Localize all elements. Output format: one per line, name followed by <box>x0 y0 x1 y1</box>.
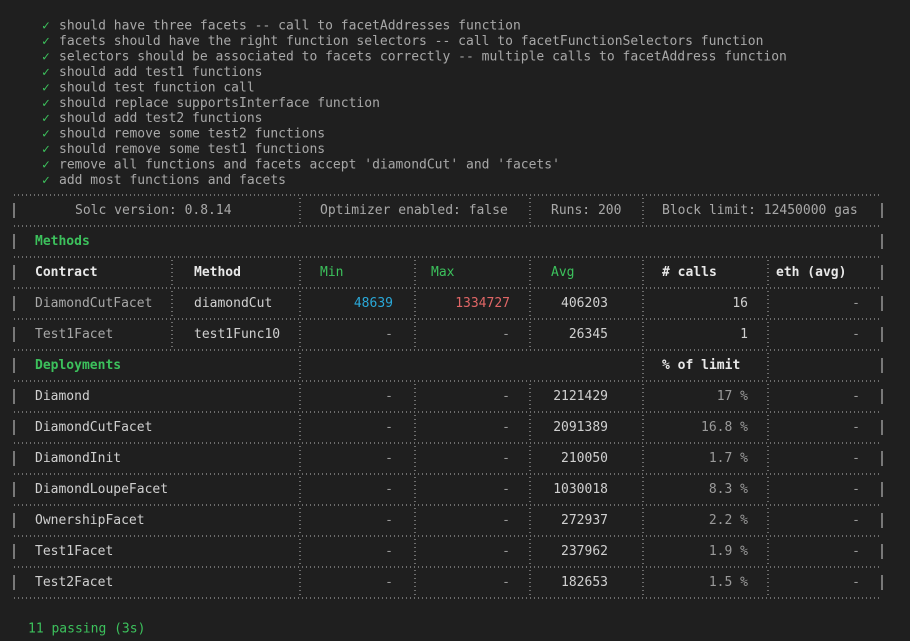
method-cell: 1 <box>740 327 748 342</box>
test-name: should have three facets -- call to face… <box>59 19 521 34</box>
deployment-cell: 16.8 % <box>701 420 748 435</box>
method-cell: 16 <box>732 296 748 311</box>
header-cell: Optimizer enabled: false <box>320 203 508 218</box>
deployment-cell: - <box>385 420 393 435</box>
test-name: should remove some test2 functions <box>59 127 325 142</box>
deployment-cell: - <box>502 482 510 497</box>
test-name: remove all functions and facets accept '… <box>59 158 560 173</box>
check-mark: ✓ <box>42 158 50 173</box>
deployment-cell: 272937 <box>561 513 608 528</box>
deployment-cell: 2121429 <box>553 389 608 404</box>
method-cell: 26345 <box>569 327 608 342</box>
check-mark: ✓ <box>42 173 50 188</box>
deployment-cell: OwnershipFacet <box>35 513 145 528</box>
test-name: should add test1 functions <box>59 65 263 80</box>
method-cell: - <box>852 296 860 311</box>
deployment-cell: 17 % <box>717 389 748 404</box>
deployment-cell: - <box>502 575 510 590</box>
deployment-cell: - <box>385 451 393 466</box>
check-mark: ✓ <box>42 127 50 142</box>
deployment-cell: 2.2 % <box>709 513 748 528</box>
method-cell: diamondCut <box>194 296 272 311</box>
deployment-cell: - <box>502 420 510 435</box>
deployment-cell: 1.9 % <box>709 544 748 559</box>
deployment-cell: 2091389 <box>553 420 608 435</box>
deployment-cell: - <box>852 513 860 528</box>
column-header: % of limit <box>662 358 740 373</box>
method-cell: - <box>502 327 510 342</box>
column-header: Min <box>320 265 343 280</box>
deployment-cell: 210050 <box>561 451 608 466</box>
check-mark: ✓ <box>42 19 50 34</box>
method-cell: 48639 <box>354 296 393 311</box>
deployment-cell: Test2Facet <box>35 575 113 590</box>
deployment-cell: - <box>852 420 860 435</box>
test-name: add most functions and facets <box>59 173 286 188</box>
deployment-cell: 1.7 % <box>709 451 748 466</box>
method-cell: test1Func10 <box>194 327 280 342</box>
deployment-cell: - <box>852 451 860 466</box>
method-cell: DiamondCutFacet <box>35 296 152 311</box>
deployment-cell: 1030018 <box>553 482 608 497</box>
deployment-cell: - <box>385 513 393 528</box>
deployment-cell: - <box>852 482 860 497</box>
test-name: selectors should be associated to facets… <box>59 49 787 64</box>
section-title: Deployments <box>35 358 121 373</box>
column-header: eth (avg) <box>776 265 846 280</box>
deployment-cell: Diamond <box>35 389 90 404</box>
check-mark: ✓ <box>42 142 50 157</box>
deployment-cell: 182653 <box>561 575 608 590</box>
test-name: facets should have the right function se… <box>59 34 763 49</box>
check-mark: ✓ <box>42 96 50 111</box>
deployment-cell: - <box>385 575 393 590</box>
deployment-cell: - <box>385 389 393 404</box>
check-mark: ✓ <box>42 34 50 49</box>
deployment-cell: 8.3 % <box>709 482 748 497</box>
check-mark: ✓ <box>42 80 50 95</box>
test-summary: 11 passing (3s) <box>28 622 145 637</box>
deployment-cell: 237962 <box>561 544 608 559</box>
check-mark: ✓ <box>42 49 50 64</box>
deployment-cell: DiamondLoupeFacet <box>35 482 168 497</box>
check-mark: ✓ <box>42 65 50 80</box>
test-name: should test function call <box>59 80 255 95</box>
method-cell: 406203 <box>561 296 608 311</box>
test-name: should replace supportsInterface functio… <box>59 96 380 111</box>
method-cell: 1334727 <box>455 296 510 311</box>
deployment-cell: - <box>385 544 393 559</box>
column-header: Max <box>431 265 455 280</box>
header-cell: Runs: 200 <box>551 203 621 218</box>
deployment-cell: - <box>385 482 393 497</box>
check-mark: ✓ <box>42 111 50 126</box>
deployment-cell: - <box>502 451 510 466</box>
deployment-cell: - <box>502 544 510 559</box>
deployment-cell: Test1Facet <box>35 544 113 559</box>
header-cell: Block limit: 12450000 gas <box>662 203 858 218</box>
deployment-cell: - <box>852 544 860 559</box>
deployment-cell: - <box>852 575 860 590</box>
deployment-cell: DiamondInit <box>35 451 121 466</box>
deployment-cell: - <box>502 389 510 404</box>
deployment-cell: - <box>852 389 860 404</box>
test-name: should add test2 functions <box>59 111 263 126</box>
deployment-cell: DiamondCutFacet <box>35 420 152 435</box>
method-cell: - <box>385 327 393 342</box>
header-cell: Solc version: 0.8.14 <box>75 203 232 218</box>
section-title: Methods <box>35 234 90 249</box>
method-cell: - <box>852 327 860 342</box>
test-name: should remove some test1 functions <box>59 142 325 157</box>
column-header: Method <box>194 265 241 280</box>
deployment-cell: 1.5 % <box>709 575 748 590</box>
column-header: Avg <box>551 265 574 280</box>
column-header: # calls <box>662 265 717 280</box>
method-cell: Test1Facet <box>35 327 113 342</box>
column-header: Contract <box>35 265 98 280</box>
deployment-cell: - <box>502 513 510 528</box>
